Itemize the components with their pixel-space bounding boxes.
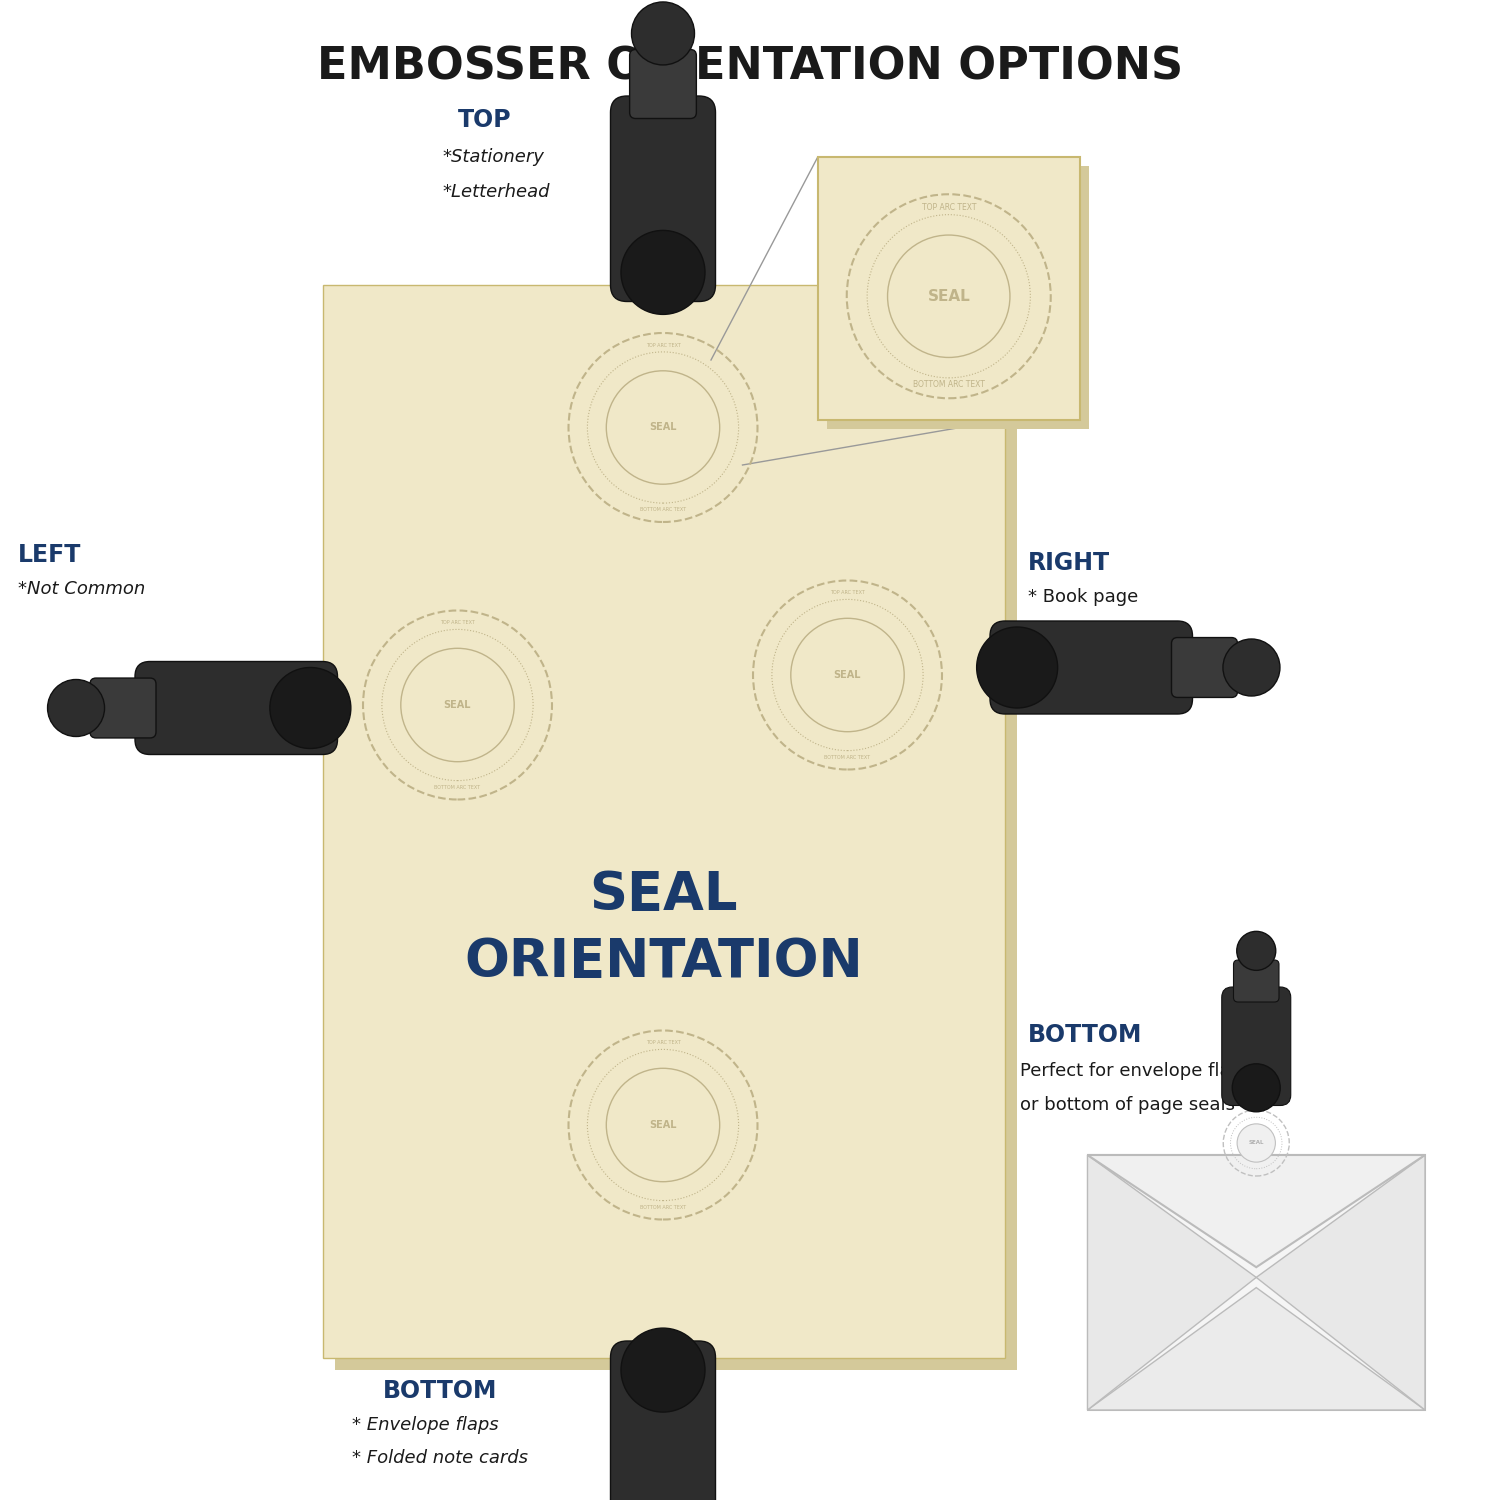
Text: EMBOSSER ORIENTATION OPTIONS: EMBOSSER ORIENTATION OPTIONS <box>316 46 1184 88</box>
Text: SEAL: SEAL <box>650 1120 676 1130</box>
Text: Perfect for envelope flaps: Perfect for envelope flaps <box>1020 1062 1251 1080</box>
Text: * Folded note cards: * Folded note cards <box>352 1449 528 1467</box>
Text: TOP ARC TEXT: TOP ARC TEXT <box>645 1041 681 1046</box>
Circle shape <box>1233 1064 1280 1112</box>
FancyBboxPatch shape <box>610 1341 716 1500</box>
Circle shape <box>606 1068 720 1182</box>
Polygon shape <box>1257 1155 1425 1410</box>
Text: LEFT: LEFT <box>18 543 81 567</box>
Text: BOTTOM: BOTTOM <box>1028 1023 1142 1047</box>
Text: or bottom of page seals: or bottom of page seals <box>1020 1096 1234 1114</box>
Circle shape <box>976 627 1058 708</box>
Text: * Book page: * Book page <box>1028 588 1137 606</box>
Circle shape <box>888 236 1010 357</box>
FancyBboxPatch shape <box>1221 987 1290 1106</box>
Bar <box>827 166 1089 429</box>
Text: SEAL: SEAL <box>927 288 970 303</box>
FancyBboxPatch shape <box>1233 960 1280 1002</box>
Text: BOTTOM ARC TEXT: BOTTOM ARC TEXT <box>640 1204 686 1209</box>
Circle shape <box>400 648 514 762</box>
Text: SEAL: SEAL <box>650 423 676 432</box>
Text: BOTTOM ARC TEXT: BOTTOM ARC TEXT <box>435 784 480 789</box>
FancyBboxPatch shape <box>630 50 696 118</box>
Text: TOP ARC TEXT: TOP ARC TEXT <box>921 202 976 211</box>
Text: *Letterhead: *Letterhead <box>442 183 550 201</box>
Text: TOP ARC TEXT: TOP ARC TEXT <box>440 621 476 626</box>
Circle shape <box>1236 932 1275 970</box>
Circle shape <box>632 2 694 64</box>
Text: SEAL: SEAL <box>1248 1140 1264 1146</box>
Circle shape <box>621 231 705 315</box>
Circle shape <box>1222 639 1280 696</box>
Bar <box>818 158 1080 420</box>
Text: * Envelope flaps: * Envelope flaps <box>352 1416 500 1434</box>
FancyBboxPatch shape <box>90 678 156 738</box>
Text: TOP: TOP <box>458 108 512 132</box>
FancyBboxPatch shape <box>610 96 716 302</box>
Circle shape <box>621 1328 705 1412</box>
Text: RIGHT: RIGHT <box>1028 550 1110 574</box>
Polygon shape <box>1088 1155 1257 1410</box>
Text: SEAL
ORIENTATION: SEAL ORIENTATION <box>465 870 862 987</box>
Text: BOTTOM ARC TEXT: BOTTOM ARC TEXT <box>825 754 870 759</box>
Text: TOP ARC TEXT: TOP ARC TEXT <box>645 344 681 348</box>
Text: SEAL: SEAL <box>834 670 861 680</box>
Text: BOTTOM: BOTTOM <box>382 1378 496 1402</box>
Circle shape <box>270 668 351 748</box>
Text: BOTTOM ARC TEXT: BOTTOM ARC TEXT <box>914 381 984 390</box>
FancyBboxPatch shape <box>1172 638 1238 698</box>
FancyBboxPatch shape <box>135 662 338 754</box>
Circle shape <box>48 680 105 736</box>
Text: SEAL: SEAL <box>444 700 471 709</box>
FancyBboxPatch shape <box>990 621 1192 714</box>
Text: *Stationery: *Stationery <box>442 148 544 166</box>
Circle shape <box>1238 1124 1275 1162</box>
Text: *Not Common: *Not Common <box>18 580 146 598</box>
Text: TOP ARC TEXT: TOP ARC TEXT <box>830 591 866 596</box>
Text: BOTTOM ARC TEXT: BOTTOM ARC TEXT <box>640 507 686 512</box>
Circle shape <box>606 370 720 484</box>
Bar <box>334 297 1017 1370</box>
Polygon shape <box>1088 1287 1425 1410</box>
Circle shape <box>790 618 904 732</box>
Bar <box>322 285 1005 1358</box>
Polygon shape <box>1088 1155 1425 1268</box>
Bar <box>1088 1155 1425 1410</box>
